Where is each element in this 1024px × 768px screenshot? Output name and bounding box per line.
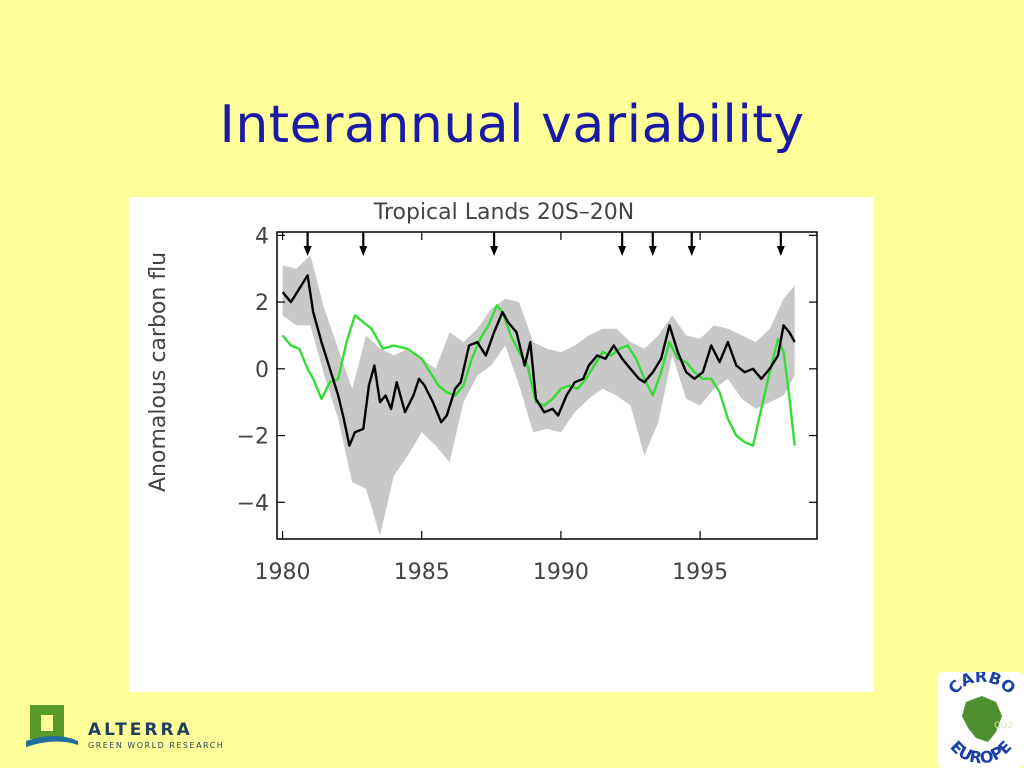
europe-map-icon: [962, 696, 1002, 742]
event-arrow-icon: [648, 232, 657, 256]
y-tick-label: 4: [255, 224, 269, 249]
event-arrow-head: [490, 246, 499, 256]
co2-badge: CO2: [994, 721, 1013, 731]
event-arrow-icon: [359, 232, 368, 256]
alterra-logo-mark: [26, 705, 78, 747]
event-arrow-icon: [618, 232, 627, 256]
alterra-wave-icon: [26, 736, 78, 747]
event-arrow-layer: [303, 232, 785, 256]
x-tick-label: 1995: [672, 560, 728, 585]
event-arrow-head: [359, 246, 368, 256]
carbo-europe-logo: CARBO EUROPE CO2: [938, 672, 1024, 768]
event-arrow-head: [303, 246, 312, 256]
event-arrow-head: [776, 246, 785, 256]
event-arrow-head: [687, 246, 696, 256]
alterra-name: ALTERRA: [88, 720, 193, 740]
x-tick-label: 1990: [533, 560, 589, 585]
tick-layer: 1980 1985 1990 1995 4 2 0 −2 −4: [237, 224, 817, 585]
x-tick-label: 1985: [394, 560, 450, 585]
event-arrow-head: [618, 246, 627, 256]
plot-frame: [276, 231, 818, 540]
event-arrow-icon: [490, 232, 499, 256]
chart-title: Tropical Lands 20S–20N: [373, 200, 635, 225]
uncertainty-band-layer: [282, 255, 795, 536]
y-tick-label: 2: [255, 291, 269, 316]
event-arrow-icon: [776, 232, 785, 256]
chart-panel: Tropical Lands 20S–20N 1980 1985 1990 1995 4…: [129, 197, 874, 692]
event-arrow-icon: [303, 232, 312, 256]
event-arrow-icon: [687, 232, 696, 256]
x-tick-label: 1980: [255, 560, 311, 585]
y-tick-label: 0: [255, 358, 269, 383]
alterra-notch-icon: [41, 715, 53, 731]
slide-title: Interannual variability: [219, 95, 805, 155]
y-axis-label: Anomalous carbon flu: [146, 252, 171, 492]
alterra-tagline: GREEN WORLD RESEARCH: [88, 741, 225, 750]
series-layer: [281, 274, 796, 447]
y-tick-label: −4: [237, 491, 269, 516]
y-tick-label: −2: [237, 425, 269, 450]
chart-svg: Tropical Lands 20S–20N 1980 1985 1990 1995 4…: [146, 200, 818, 585]
series-line-green: [281, 304, 796, 447]
uncertainty-band: [282, 255, 795, 536]
series-line-black: [281, 274, 796, 447]
event-arrow-head: [648, 246, 657, 256]
